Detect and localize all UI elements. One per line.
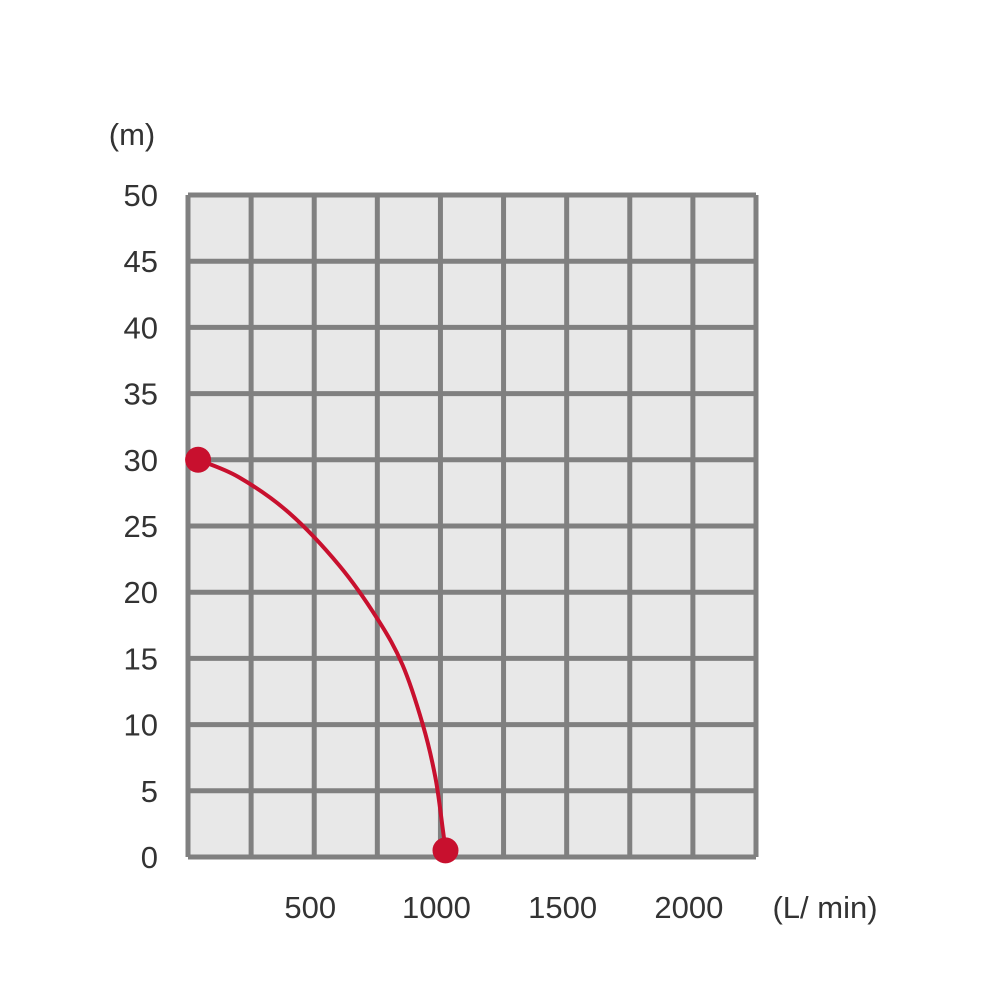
y-tick-label: 10 <box>124 708 158 743</box>
y-tick-label: 20 <box>124 575 158 610</box>
y-tick-label: 0 <box>141 840 158 875</box>
x-tick-label: 1000 <box>402 890 471 925</box>
y-tick-label: 40 <box>124 310 158 345</box>
y-tick-label: 45 <box>124 244 158 279</box>
series-line <box>196 457 448 853</box>
y-tick-label: 30 <box>124 443 158 478</box>
y-axis-unit-label: (m) <box>109 117 155 152</box>
x-axis-ticks: 500 1000 1500 2000 <box>284 890 723 925</box>
y-axis-ticks: 0 5 10 15 20 25 30 35 40 45 50 <box>124 178 158 875</box>
y-tick-label: 50 <box>124 178 158 213</box>
x-tick-label: 2000 <box>654 890 723 925</box>
y-tick-label: 5 <box>141 774 158 809</box>
y-tick-label: 35 <box>124 377 158 412</box>
grid-lines <box>185 192 759 860</box>
series-markers <box>185 446 459 864</box>
series-point-marker <box>185 446 212 473</box>
series-point-marker <box>432 837 459 864</box>
y-tick-label: 15 <box>124 641 158 676</box>
x-tick-label: 500 <box>284 890 336 925</box>
y-tick-label: 25 <box>124 509 158 544</box>
x-axis-unit-label: (L/ min) <box>772 890 877 925</box>
x-tick-label: 1500 <box>528 890 597 925</box>
